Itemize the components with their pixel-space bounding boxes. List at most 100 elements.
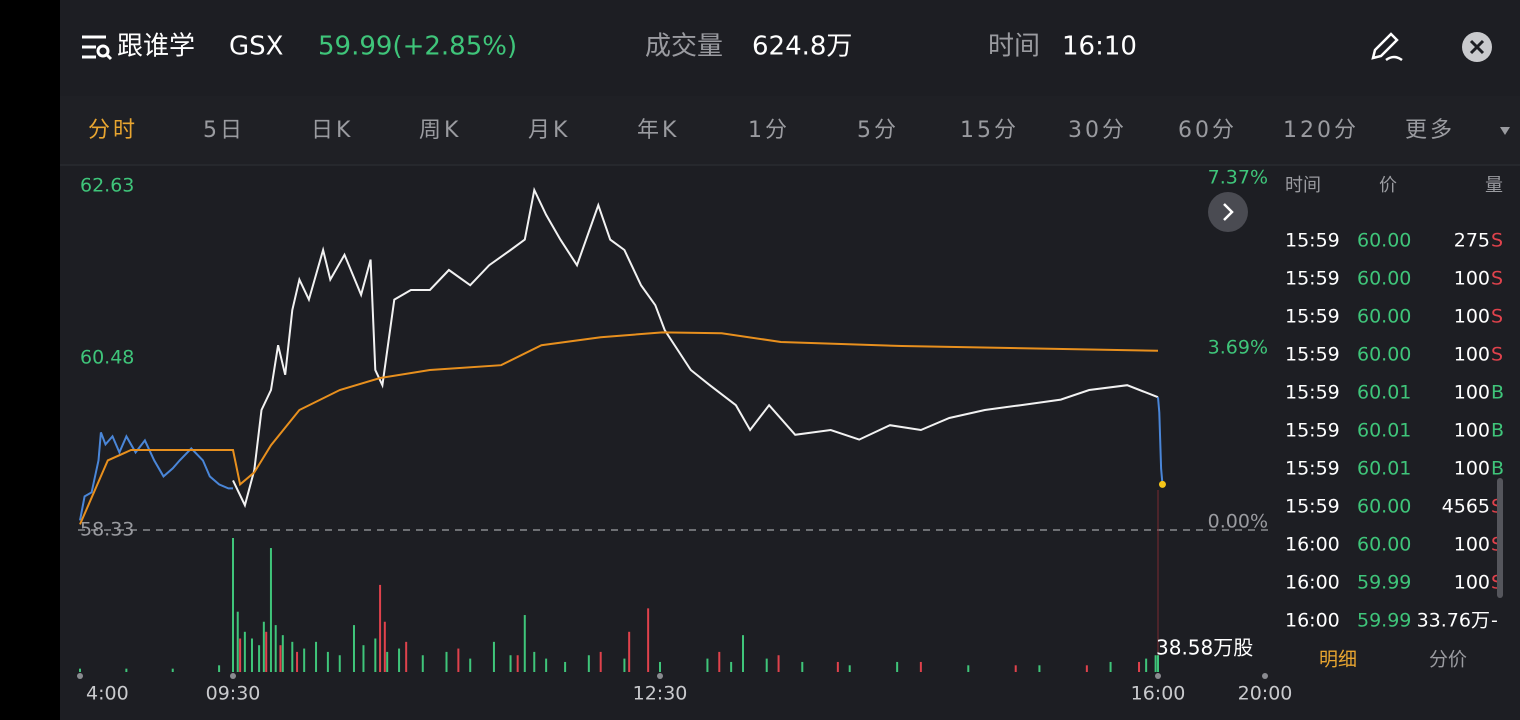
trade-time: 15:59 (1285, 458, 1340, 480)
volume-bar (718, 651, 721, 672)
volume-bar (274, 625, 277, 672)
tab[interactable]: 周K (419, 118, 461, 143)
menu-icon[interactable] (82, 35, 113, 61)
volume-bar (457, 648, 460, 672)
trade-volume: 100 (1454, 572, 1490, 594)
trade-volume: 100 (1454, 382, 1490, 404)
tab[interactable]: 30分 (1068, 118, 1127, 143)
volume-bar (250, 638, 253, 672)
y2-tick-label: 3.69% (1208, 336, 1268, 358)
volume-bar (1038, 665, 1041, 672)
trade-price: 60.00 (1357, 496, 1411, 518)
x-tick-label: 4:00 (86, 683, 129, 705)
volume-bar (258, 645, 261, 672)
volume-bar (523, 615, 526, 672)
tab-bar (60, 96, 1520, 166)
time-label: 时间 (988, 32, 1040, 62)
trade-side: - (1491, 610, 1498, 632)
volume-bar (492, 641, 495, 672)
stock-symbol: GSX (229, 32, 283, 62)
volume-bar (232, 538, 234, 672)
tab[interactable]: 分时 (88, 118, 138, 143)
volume-bar (445, 651, 448, 672)
trade-price: 60.00 (1357, 306, 1411, 328)
volume-bar (79, 668, 81, 672)
tab[interactable]: 5分 (857, 118, 899, 143)
volume-bar (628, 631, 631, 672)
volume-bar (919, 661, 922, 672)
tab[interactable]: 月K (528, 118, 570, 143)
volume-bar (509, 655, 512, 672)
volume-bar (647, 608, 650, 672)
volume-bar (848, 665, 851, 672)
trade-price: 59.99 (1357, 610, 1411, 632)
volume-bar (374, 638, 377, 672)
dropdown-arrow[interactable] (1500, 127, 1510, 135)
expand-button[interactable] (1208, 192, 1248, 232)
y2-tick-label: 0.00% (1208, 511, 1268, 533)
trades-header: 价 (1379, 175, 1397, 196)
time-value: 16:10 (1062, 32, 1137, 62)
x-tick-label: 09:30 (206, 683, 261, 705)
tab[interactable]: 年K (637, 118, 679, 143)
y-tick-label: 62.63 (80, 175, 134, 197)
trade-time: 16:00 (1285, 534, 1340, 556)
tab[interactable]: 日K (311, 118, 353, 143)
trade-volume: 275 (1454, 230, 1490, 252)
tab[interactable]: 15分 (960, 118, 1019, 143)
tab[interactable]: 60分 (1178, 118, 1237, 143)
x-tick-mark (1155, 673, 1161, 679)
volume-bar (564, 661, 567, 672)
trade-side: B (1491, 420, 1504, 442)
trade-price: 60.01 (1357, 458, 1411, 480)
volume-bar (706, 658, 709, 672)
volume-bar (291, 641, 294, 672)
scrollbar (1497, 478, 1503, 598)
volume-bar (239, 638, 242, 672)
volume-bar (218, 665, 221, 672)
trade-side: B (1491, 382, 1504, 404)
trade-price: 60.00 (1357, 534, 1411, 556)
volume-bar (398, 648, 401, 672)
trade-volume: 33.76万 (1417, 610, 1490, 632)
price-line (79, 331, 1159, 525)
volume-bar (296, 651, 299, 672)
screen-edge (0, 0, 60, 720)
trade-side: S (1491, 230, 1503, 252)
trade-time: 15:59 (1285, 344, 1340, 366)
volume-bar (303, 648, 306, 672)
edit-icon[interactable] (1371, 32, 1403, 62)
tab[interactable]: 1分 (748, 118, 790, 143)
volume-bar (1085, 665, 1088, 672)
trade-time: 16:00 (1285, 610, 1340, 632)
volume-bar (516, 655, 519, 672)
y-tick-label: 58.33 (80, 519, 134, 541)
volume-bar (1014, 665, 1017, 672)
y2-tick-label: 7.37% (1208, 167, 1268, 189)
volume-bar (836, 661, 839, 672)
volume-bar (125, 668, 128, 672)
volume-bar (967, 665, 970, 672)
panel-tab[interactable]: 明细 (1319, 649, 1357, 671)
stock-price: 59.99(+2.85%) (318, 32, 517, 62)
volume-bar (383, 621, 386, 672)
trade-side: B (1491, 458, 1504, 480)
volume-bar (587, 655, 590, 672)
trade-price: 60.01 (1357, 420, 1411, 442)
panel-tab[interactable]: 分价 (1429, 649, 1467, 671)
trade-price: 59.99 (1357, 572, 1411, 594)
volume-bar (379, 584, 382, 672)
trade-time: 15:59 (1285, 420, 1340, 442)
y-tick-label: 60.48 (80, 347, 134, 369)
volume-bar (1109, 661, 1112, 672)
tab[interactable]: 更多 (1405, 118, 1455, 143)
trade-price: 60.00 (1357, 344, 1411, 366)
trade-volume: 100 (1454, 458, 1490, 480)
tab[interactable]: 5日 (203, 118, 245, 143)
close-button[interactable] (1462, 32, 1492, 62)
trade-time: 15:59 (1285, 268, 1340, 290)
volume-bar (765, 658, 768, 672)
tab[interactable]: 120分 (1283, 118, 1359, 143)
volume-bar (171, 668, 174, 672)
